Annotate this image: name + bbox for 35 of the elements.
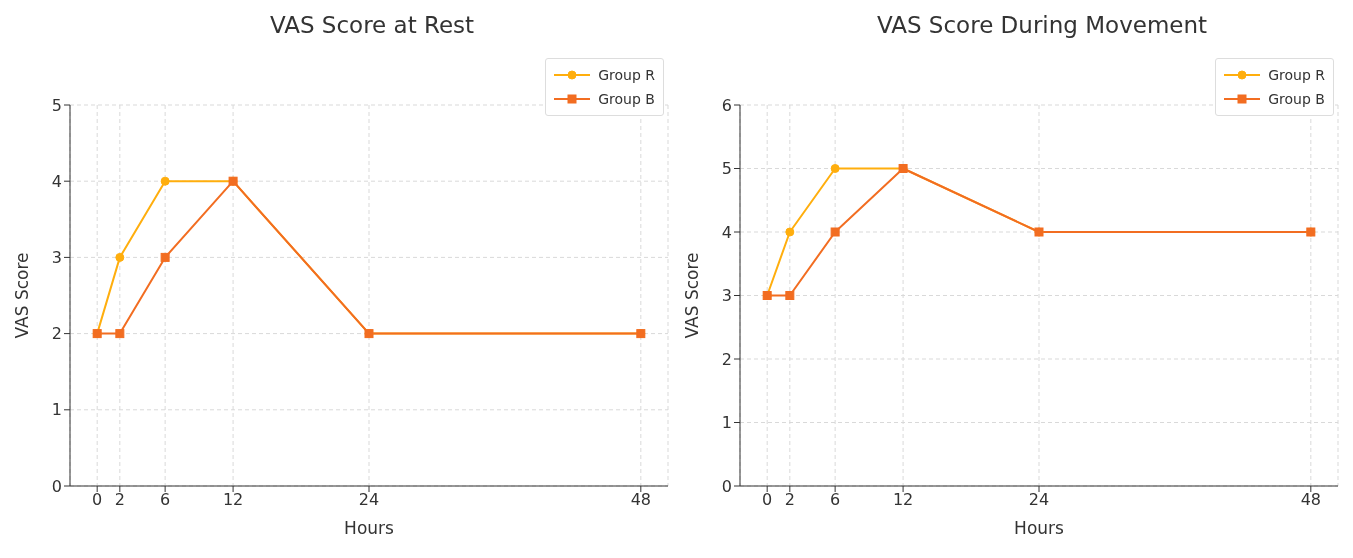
y-axis-title: VAS Score	[12, 252, 33, 339]
x-tick-label: 48	[630, 490, 651, 510]
y-tick-label: 4	[721, 222, 732, 242]
legend-label: Group R	[1268, 67, 1325, 83]
x-tick-label: 0	[762, 490, 773, 510]
y-tick-label: 3	[721, 286, 732, 306]
x-tick-label: 2	[784, 490, 795, 510]
x-tick-label: 12	[892, 490, 914, 510]
x-tick-label: 24	[358, 490, 380, 510]
y-tick-label: 1	[721, 413, 732, 433]
x-tick-label: 24	[1028, 490, 1050, 510]
y-tick-label: 2	[721, 349, 732, 369]
legend-label: Group B	[598, 91, 655, 107]
x-tick-label: 6	[160, 490, 171, 510]
y-tick-label: 2	[51, 324, 62, 344]
legend-label: Group R	[598, 67, 655, 83]
y-tick-label: 3	[51, 248, 62, 268]
x-axis-title: Hours	[344, 518, 395, 538]
y-tick-label: 5	[721, 159, 732, 179]
y-tick-label: 5	[51, 95, 62, 115]
y-tick-label: 1	[51, 400, 62, 420]
y-tick-label: 0	[721, 476, 732, 496]
x-tick-label: 0	[92, 490, 103, 510]
chart-title: VAS Score at Rest	[268, 12, 476, 38]
chart-title: VAS Score During Movement	[875, 12, 1209, 38]
y-axis-title: VAS Score	[682, 252, 703, 339]
x-axis-title: Hours	[1014, 518, 1065, 538]
x-tick-label: 48	[1300, 490, 1321, 510]
y-tick-label: 4	[51, 171, 62, 191]
legend-label: Group B	[1268, 91, 1325, 107]
y-tick-label: 0	[51, 476, 62, 496]
x-tick-label: 2	[114, 490, 125, 510]
y-tick-label: 6	[721, 95, 732, 115]
x-tick-label: 6	[830, 490, 841, 510]
x-tick-label: 12	[222, 490, 244, 510]
